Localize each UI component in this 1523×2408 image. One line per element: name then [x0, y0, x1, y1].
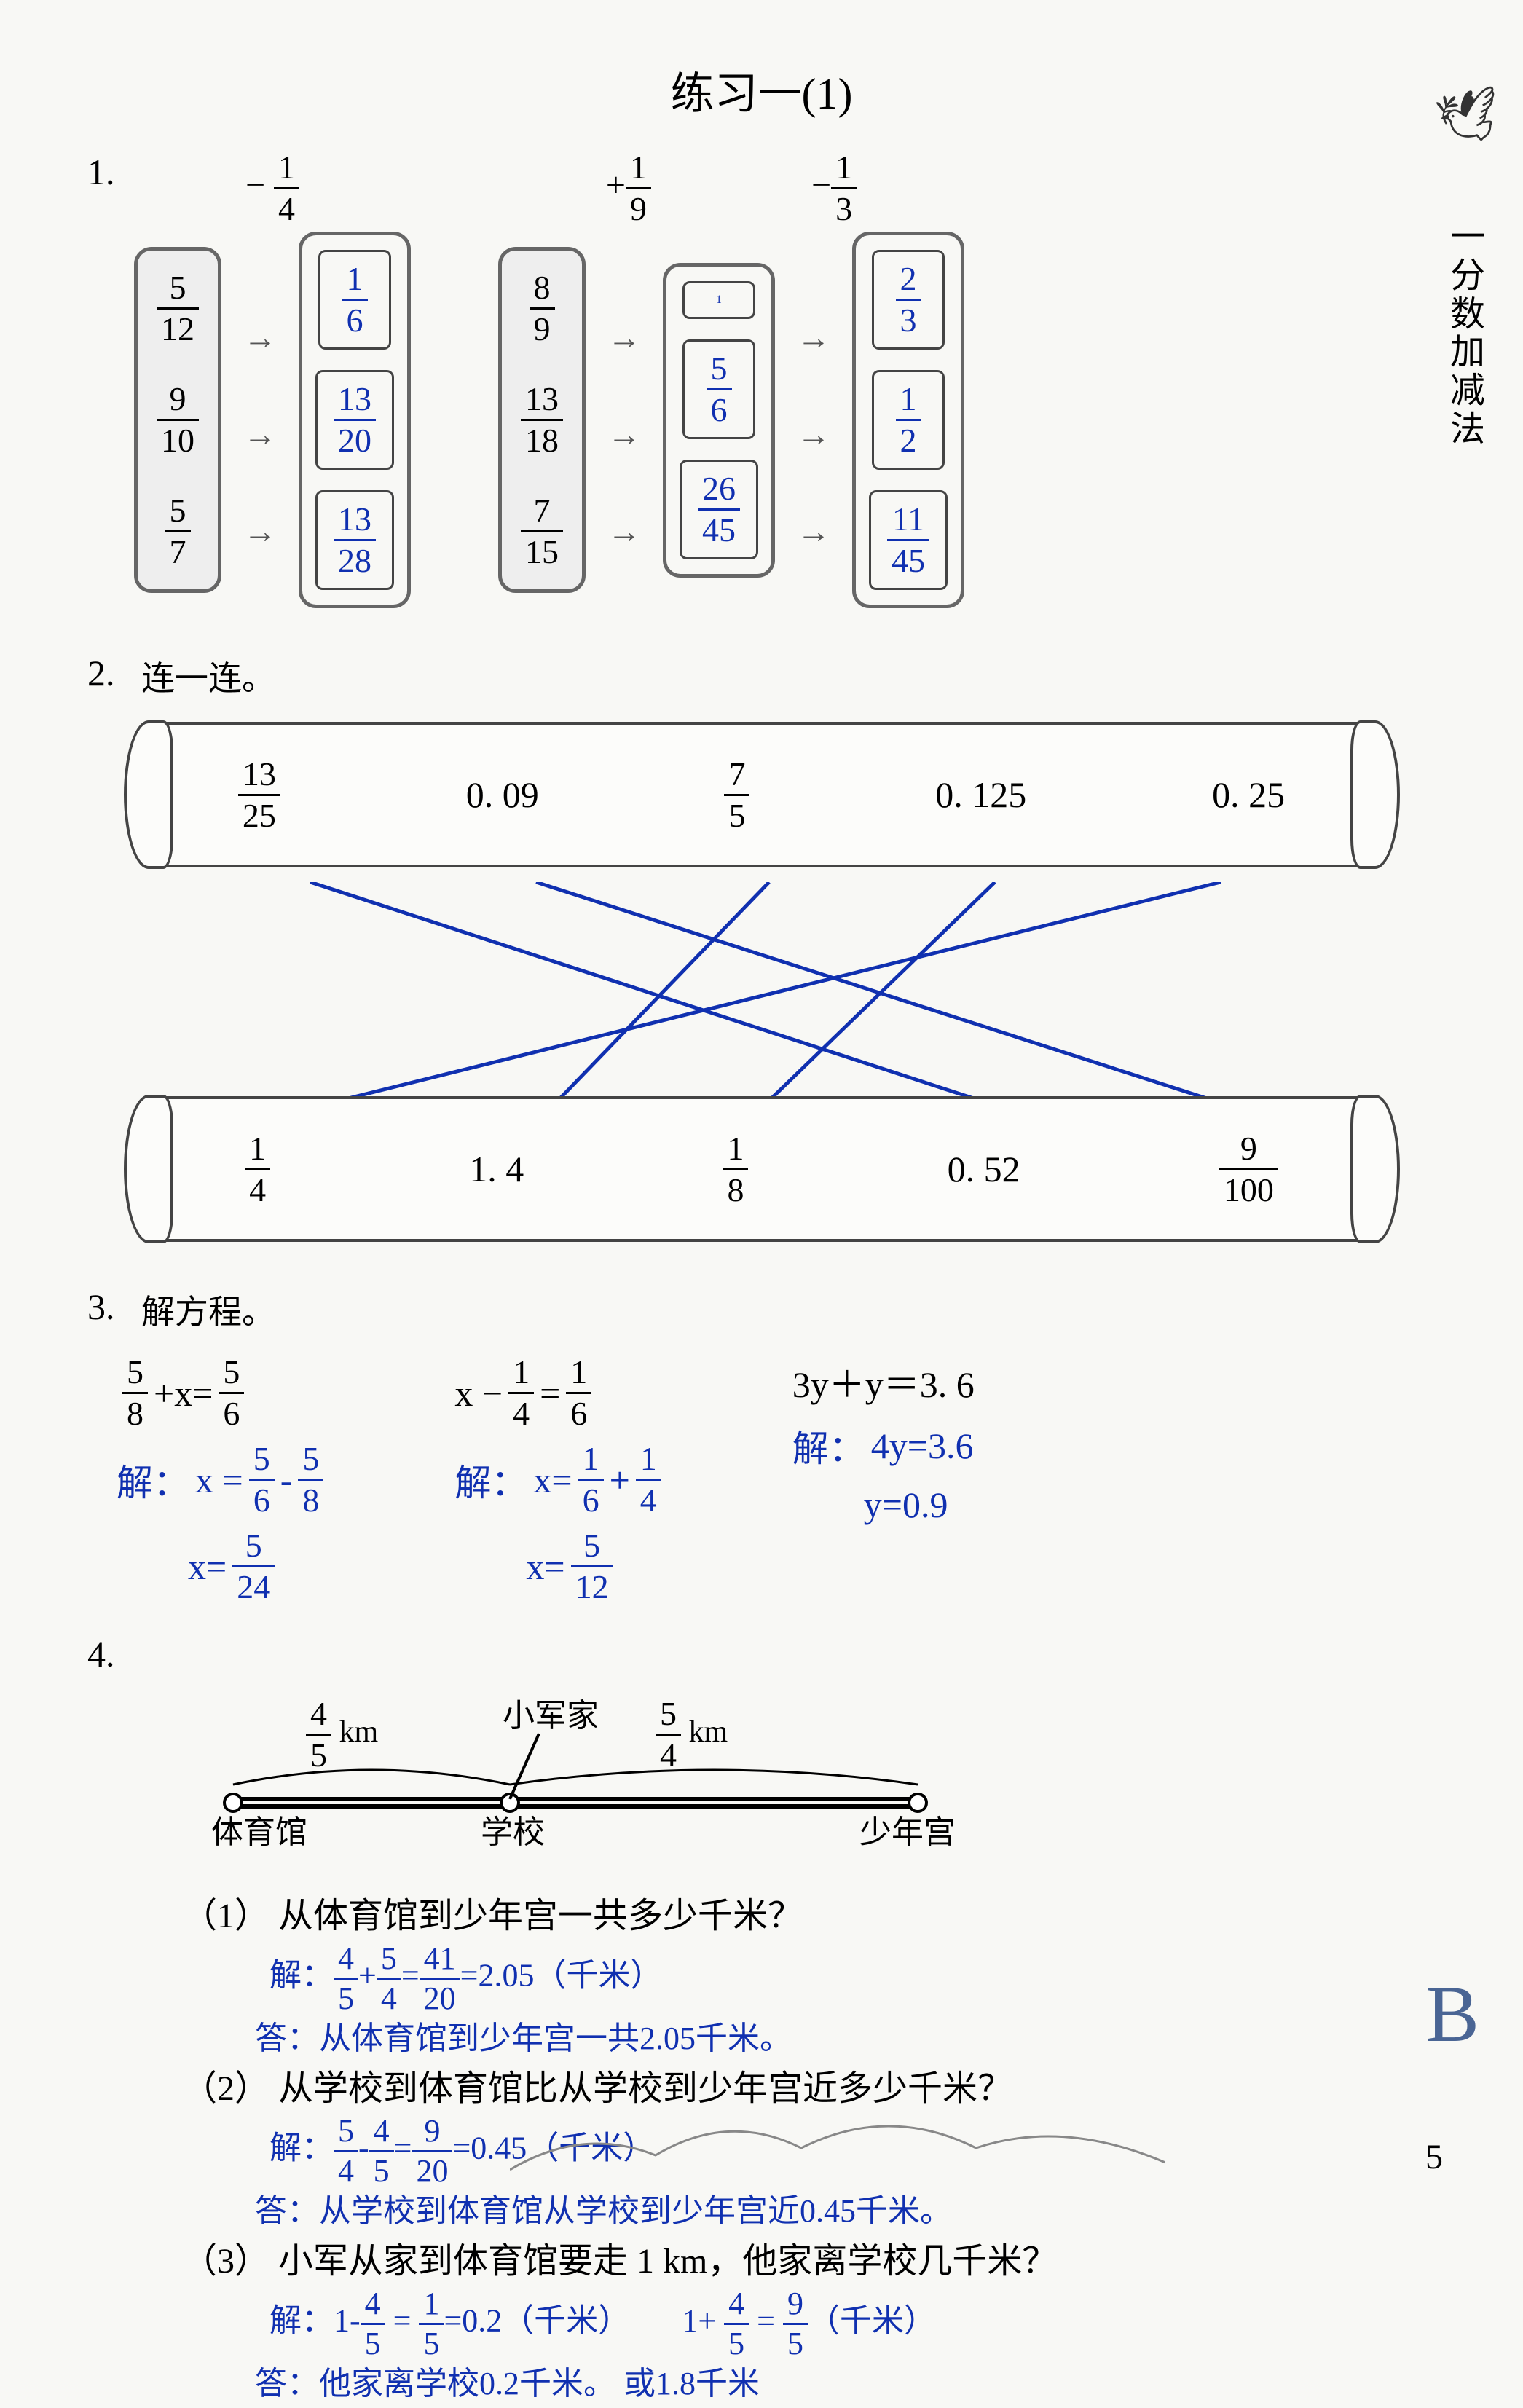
q4-subquestion: （1） 从体育馆到少年宫一共多少千米？解：45+54=4120=2.05（千米）…	[182, 1890, 1436, 2063]
q2-item: 1. 4	[469, 1148, 524, 1190]
svg-text:小军家: 小军家	[503, 1698, 599, 1734]
q4-subquestion: （3） 小军从家到体育馆要走 1 km，他家离学校几千米？解：1-45 = 15…	[182, 2235, 1436, 2408]
page-number: 5	[1425, 2137, 1443, 2177]
q2-num: 2.	[87, 652, 131, 694]
page-title: 练习一(1)	[87, 58, 1436, 122]
q2-bottom-band: 14 1. 4 18 0. 52 9100	[143, 1096, 1381, 1242]
q3-num: 3.	[87, 1286, 131, 1328]
q3-problem: 58+x=56解：x =56-58x=524	[117, 1356, 323, 1604]
side-label: 一 分数加减法	[1450, 219, 1487, 449]
q1-r-op2: −	[811, 166, 831, 205]
q1-left-inputs: 512 910 57	[134, 247, 221, 593]
answer-box: 16	[318, 250, 391, 350]
input-frac: 1318	[521, 382, 563, 457]
q3-problem: 3y＋y＝3. 6解：4y=3.6y=0.9	[792, 1356, 975, 1604]
answer-box: 1	[682, 281, 755, 319]
page: 🕊 练习一(1) 一 分数加减法 1. − 14 51291057 →→→ 16…	[0, 0, 1523, 2221]
q2-item: 1325	[238, 758, 280, 833]
q2-item: 18	[723, 1132, 748, 1207]
svg-text:体育馆: 体育馆	[211, 1814, 307, 1850]
q2-item: 75	[724, 758, 749, 833]
q1-right-mid: 1 56 2645	[663, 263, 775, 578]
input-frac: 512	[157, 271, 199, 346]
answer-box: 1328	[315, 490, 394, 590]
q1-r-op2f: 13	[831, 166, 857, 205]
answer-box: 23	[872, 250, 945, 350]
bird-decoration: 🕊	[1432, 82, 1506, 152]
q1-r-op1: +	[606, 166, 626, 205]
q3-title: 解方程。	[141, 1294, 275, 1331]
b-mark: B	[1426, 1968, 1479, 2061]
q2-title: 连一连。	[141, 660, 275, 697]
q1-left-answers: 16 1320 1328	[299, 232, 411, 608]
q1-right-inputs: 89 1318 715	[498, 247, 586, 593]
q2-item: 0. 09	[466, 774, 539, 816]
input-frac: 910	[157, 382, 199, 457]
question-3: 3. 解方程。 58+x=56解：x =56-58x=524 x − 14 = 1…	[87, 1286, 1436, 1604]
q2-item: 0. 125	[935, 774, 1026, 816]
q4-diagram: 体育馆学校少年宫小军家45 km54 km	[189, 1690, 1436, 1868]
input-frac: 89	[530, 271, 555, 346]
q2-item: 9100	[1219, 1132, 1278, 1207]
input-frac: 715	[521, 494, 563, 569]
answer-box: 56	[682, 339, 755, 439]
answer-box: 2645	[680, 460, 758, 559]
q1-right-answers: 23 12 1145	[852, 232, 964, 608]
input-frac: 57	[165, 494, 191, 569]
q1-left-group: − 14 51291057 →→→ 1613201328	[134, 151, 411, 608]
q2-item: 0. 52	[948, 1148, 1020, 1190]
answer-box: 12	[872, 370, 945, 470]
svg-text:学校: 学校	[481, 1814, 545, 1850]
answer-box: 1320	[315, 370, 394, 470]
answer-box: 1145	[869, 490, 948, 590]
q1-right-group: +19 −13 891318715 →→→ 1562645 →→→ 231211…	[498, 151, 964, 608]
svg-text:少年宫: 少年宫	[859, 1814, 956, 1850]
q2-top-band: 1325 0. 09 75 0. 125 0. 25	[143, 722, 1381, 867]
q3-problem: x − 14 = 16解：x=16+14x=512	[454, 1356, 661, 1604]
q1-r-op1f: 19	[626, 166, 651, 205]
question-4: 4. 体育馆学校少年宫小军家45 km54 km （1） 从体育馆到少年宫一共多…	[87, 1633, 1436, 2408]
q1-left-op-frac: 14	[274, 166, 299, 205]
question-2: 2. 连一连。 1325 0. 09 75 0. 125 0. 25 14 1. 4 18 0…	[87, 652, 1436, 1242]
question-1: 1. − 14 51291057 →→→ 1613201328	[87, 151, 1436, 608]
q4-num: 4.	[87, 1633, 131, 1675]
q1-num: 1.	[87, 151, 131, 193]
q2-lines	[143, 882, 1381, 1101]
q2-item: 14	[245, 1132, 270, 1207]
q2-item: 0. 25	[1212, 774, 1285, 816]
q1-left-op: −	[245, 166, 265, 205]
cloud-decoration	[510, 2097, 1165, 2184]
